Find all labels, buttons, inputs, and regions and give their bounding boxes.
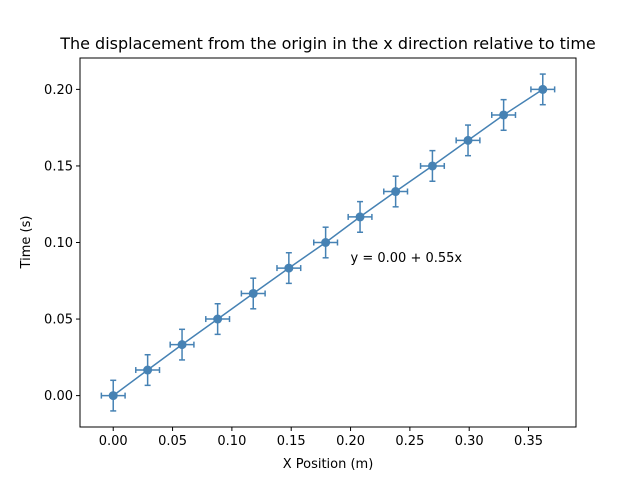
plot-area: [100, 73, 556, 412]
data-point-group: [205, 302, 231, 336]
x-tick-label: 0.35: [514, 434, 543, 449]
data-point: [321, 238, 331, 247]
data-point: [213, 314, 223, 324]
y-tick-label: 0.20: [44, 83, 73, 98]
x-tick-label: 0.15: [277, 434, 306, 449]
x-tick-label: 0.00: [99, 434, 128, 449]
data-point: [355, 212, 365, 222]
data-point: [108, 391, 118, 401]
data-point: [499, 110, 509, 120]
data-point: [248, 288, 258, 298]
data-point-group: [169, 328, 195, 361]
y-axis: 0.00 0.05 0.10 0.15 0.20: [44, 83, 80, 404]
y-axis-label: Time (s): [19, 216, 34, 270]
data-point: [143, 365, 153, 375]
x-axis: 0.00 0.05 0.10 0.15 0.20 0.25 0.30 0.35: [99, 427, 543, 449]
y-tick-label: 0.10: [44, 236, 73, 251]
data-point-group: [530, 73, 556, 106]
y-tick-label: 0.00: [44, 389, 73, 404]
x-tick-label: 0.20: [336, 434, 365, 449]
x-tick-label: 0.25: [395, 434, 424, 449]
x-axis-label: X Position (m): [283, 457, 374, 472]
data-point-group: [383, 175, 409, 208]
data-point: [538, 84, 548, 94]
data-point-group: [135, 353, 161, 387]
data-point: [177, 340, 187, 350]
data-point-group: [313, 226, 339, 259]
y-tick-label: 0.15: [44, 159, 73, 174]
data-point-group: [491, 98, 517, 132]
data-point-group: [100, 379, 126, 412]
y-tick-label: 0.05: [44, 313, 73, 328]
data-point: [427, 161, 437, 171]
data-point: [463, 135, 473, 145]
data-point-group: [240, 277, 266, 310]
data-point-group: [419, 149, 446, 183]
data-point-group: [347, 200, 373, 233]
data-point: [391, 187, 401, 197]
data-point-group: [276, 252, 302, 285]
chart-title: The displacement from the origin in the …: [59, 34, 596, 53]
x-tick-label: 0.05: [158, 434, 187, 449]
data-point-group: [455, 124, 481, 157]
x-tick-label: 0.10: [217, 434, 246, 449]
data-point: [284, 263, 294, 273]
x-tick-label: 0.30: [455, 434, 484, 449]
fit-equation-annotation: y = 0.00 + 0.55x: [351, 251, 463, 266]
